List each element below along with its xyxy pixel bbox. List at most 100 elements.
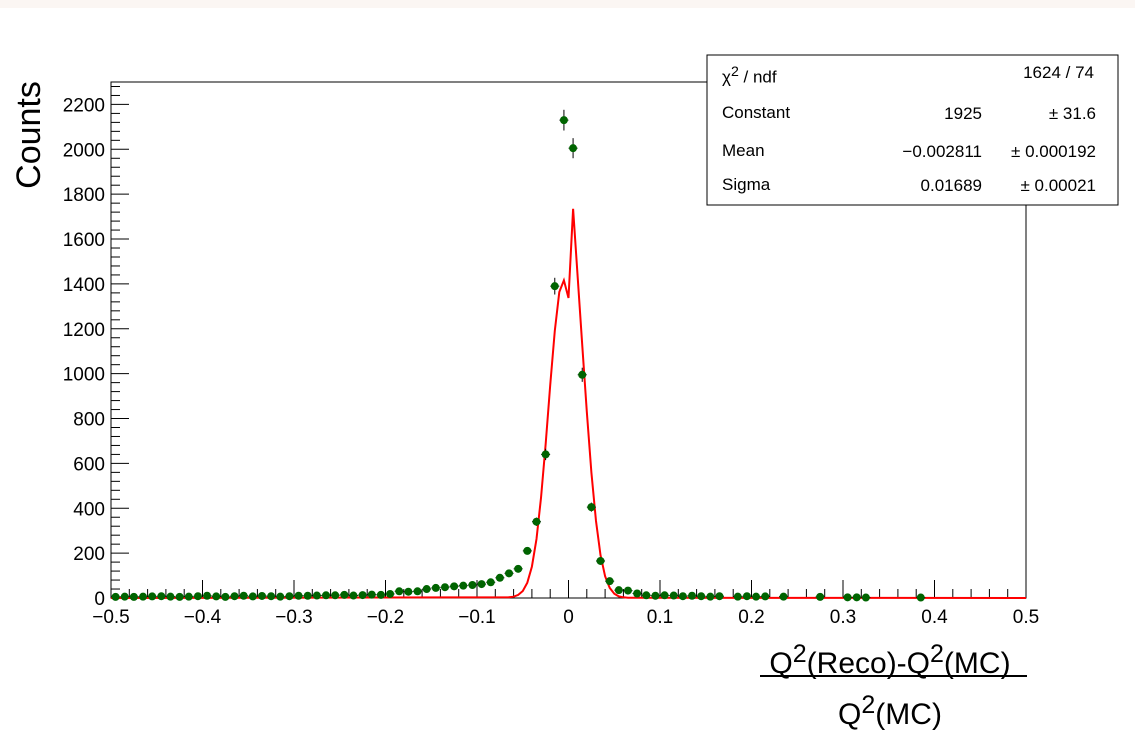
data-point [120,592,130,601]
data-point [449,582,459,591]
data-point [852,593,862,602]
data-point [165,592,175,601]
stats-row-name: Mean [722,141,765,160]
point-marker [633,589,642,598]
point-marker [486,578,495,587]
point-marker [715,592,724,601]
data-point [760,592,770,601]
point-marker [239,591,248,600]
point-marker [312,591,321,600]
point-marker [120,592,129,601]
point-marker [688,591,697,600]
point-marker [752,592,761,601]
point-marker [861,593,870,602]
point-marker [184,592,193,601]
point-marker [550,282,559,291]
data-point [687,591,697,600]
data-point [248,592,258,601]
data-point [394,587,404,596]
x-tick-label: −0.4 [184,607,222,628]
point-marker [422,585,431,594]
data-point [586,502,596,512]
x-tick-label: 0.5 [1013,607,1039,628]
x-tick-label: −0.2 [367,607,405,628]
data-point [339,590,349,599]
point-marker [678,592,687,601]
data-point [111,592,121,601]
data-point [193,592,203,601]
data-point [486,578,496,587]
point-marker [569,144,578,153]
data-point [605,577,615,586]
x-tick-label: 0.2 [738,607,764,628]
point-marker [139,592,148,601]
stats-row-value: 0.01689 [921,176,982,195]
data-point [550,277,560,295]
point-marker [605,577,614,586]
y-tick-label: 400 [73,499,105,520]
data-point [522,546,532,555]
point-marker [779,592,788,601]
data-point [367,590,377,599]
point-marker [129,592,138,601]
point-marker [230,592,239,601]
data-point [330,591,340,600]
point-marker [376,590,385,599]
data-point [458,581,468,590]
point-marker [166,592,175,601]
point-marker [349,591,358,600]
y-tick-label: 2000 [63,140,105,161]
point-marker [852,593,861,602]
point-marker [440,583,449,592]
point-marker [669,591,678,600]
stats-row-name: Sigma [722,175,770,194]
x-tick-label: 0.3 [830,607,856,628]
point-marker [623,586,632,595]
point-marker [706,592,715,601]
x-tick-label: −0.1 [458,607,496,628]
data-point [175,592,185,601]
y-tick-label: 1200 [63,320,105,341]
data-point [541,448,551,461]
y-tick-label: 1000 [63,365,105,386]
data-point [403,587,413,596]
point-marker [358,591,367,600]
point-marker [450,582,459,591]
point-marker [642,591,651,600]
point-marker [257,591,266,600]
data-point [678,592,688,601]
data-point [513,564,523,573]
data-point [376,590,386,599]
data-point [220,592,230,601]
data-point [696,592,706,601]
data-point [266,592,276,601]
y-tick-label: 1400 [63,275,105,296]
point-marker [495,573,504,582]
y-tick-label: 0 [94,589,105,610]
y-tick-label: 200 [73,544,105,565]
point-marker [322,591,331,600]
point-marker [459,581,468,590]
y-tick-label: 800 [73,410,105,431]
point-marker [660,591,669,600]
data-point [531,517,541,526]
y-axis-title: Counts [10,81,48,189]
x-axis-title-numerator: Q2(Reco)-Q2(MC) [769,640,1011,680]
data-point [779,592,789,601]
y-tick-label: 1600 [63,230,105,251]
data-point [129,592,139,601]
data-point [714,592,724,601]
point-marker [431,583,440,592]
point-marker [340,590,349,599]
data-point [632,589,642,598]
data-point [705,592,715,601]
point-marker [816,592,825,601]
point-marker [212,592,221,601]
point-marker [697,592,706,601]
stats-row-error: ± 0.00021 [1020,176,1096,195]
data-point [669,591,679,600]
point-marker [468,580,477,589]
x-tick-label: 0.1 [647,607,673,628]
x-axis: −0.5 −0.4 −0.3 −0.2 −0.1 0 0.1 0.2 0.3 0.4 0.5 [92,580,1039,628]
data-point [577,367,587,382]
